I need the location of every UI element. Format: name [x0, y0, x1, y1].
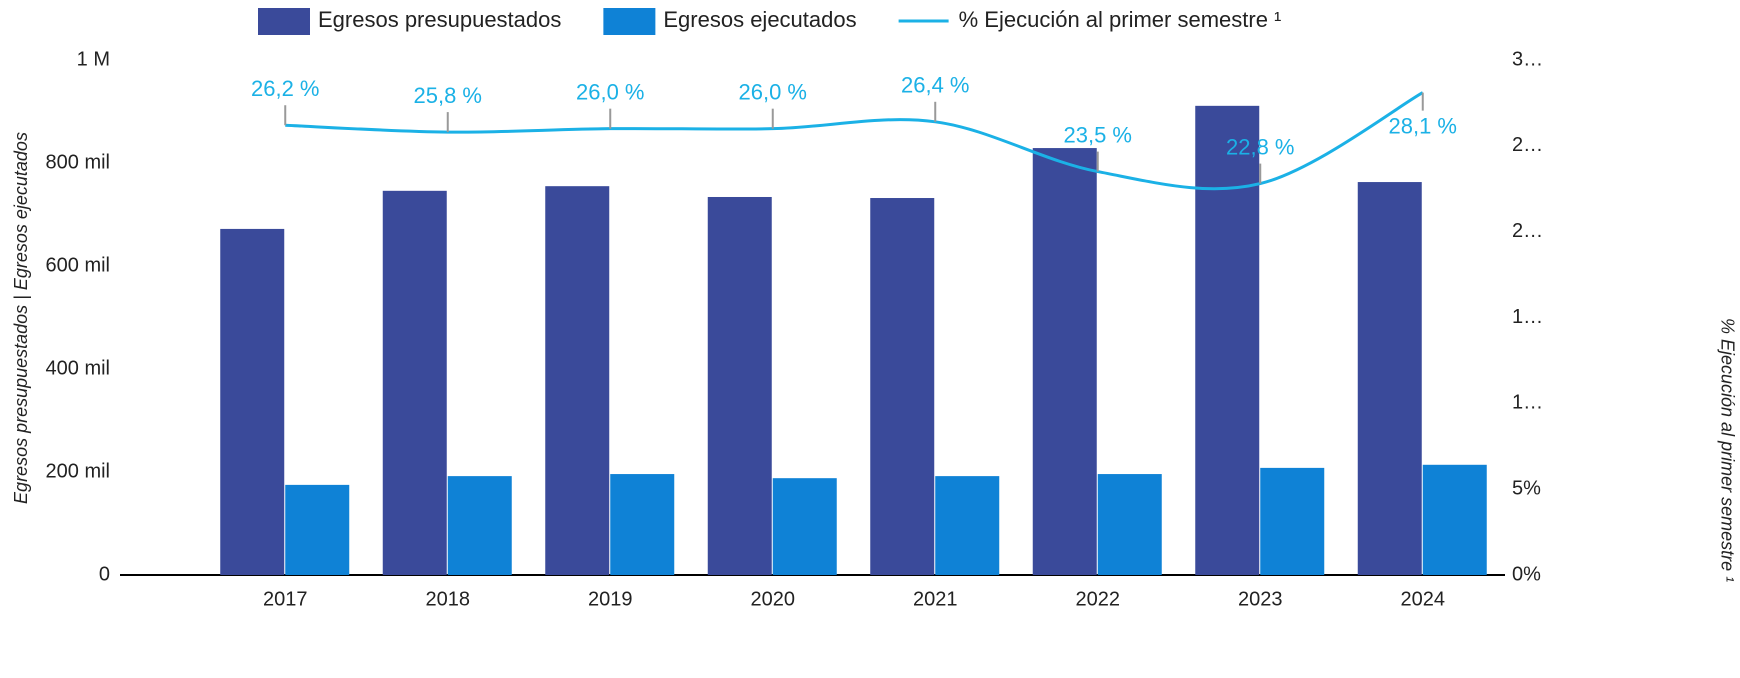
legend-label: % Ejecución al primer semestre ¹	[959, 7, 1282, 32]
legend-swatch	[603, 8, 656, 35]
y-tick-label: 1 M	[77, 48, 110, 70]
y-tick-label: 400 mil	[46, 357, 110, 379]
legend-label: Egresos presupuestados	[318, 7, 561, 32]
y2-tick-label: 2…	[1512, 220, 1543, 242]
bar	[220, 228, 285, 576]
x-tick-label: 2021	[913, 588, 958, 610]
bar	[1260, 467, 1325, 575]
data-label: 26,0 %	[739, 79, 808, 104]
bar	[1195, 105, 1260, 576]
data-label: 23,5 %	[1064, 122, 1133, 147]
bar	[1422, 464, 1487, 575]
bar	[1032, 148, 1097, 575]
bar	[1097, 474, 1162, 575]
data-label: 22,8 %	[1226, 134, 1295, 159]
y2-tick-label: 5%	[1512, 477, 1541, 499]
bar	[610, 474, 675, 575]
bar	[285, 484, 350, 575]
y-tick-label: 200 mil	[46, 460, 110, 482]
y2-tick-label: 3…	[1512, 48, 1543, 70]
x-tick-label: 2022	[1076, 588, 1121, 610]
y2-tick-label: 1…	[1512, 306, 1543, 328]
x-tick-label: 2024	[1401, 588, 1446, 610]
bar	[772, 478, 837, 575]
y2-tick-label: 0%	[1512, 563, 1541, 585]
line	[285, 91, 1424, 191]
x-tick-label: 2017	[263, 588, 308, 610]
legend-label: Egresos ejecutados	[663, 7, 856, 32]
bar	[935, 476, 1000, 575]
data-label: 26,4 %	[901, 73, 970, 98]
data-label: 28,1 %	[1389, 113, 1458, 138]
data-label: 26,2 %	[251, 76, 320, 101]
x-tick-label: 2020	[751, 588, 796, 610]
bar	[870, 198, 935, 575]
y2-tick-label: 1…	[1512, 392, 1543, 414]
y-tick-label: 800 mil	[46, 151, 110, 173]
bar	[382, 190, 447, 575]
bar	[1357, 182, 1422, 575]
bar	[545, 186, 610, 576]
x-tick-label: 2019	[588, 588, 633, 610]
bar	[707, 196, 772, 576]
y2-tick-label: 2…	[1512, 134, 1543, 156]
data-label: 25,8 %	[414, 83, 483, 108]
y2-axis-title: % Ejecución al primer semestre ¹	[1717, 318, 1737, 582]
legend-swatch	[258, 8, 310, 35]
data-label: 26,0 %	[576, 79, 645, 104]
x-tick-label: 2023	[1238, 588, 1283, 610]
y-tick-label: 600 mil	[46, 254, 110, 276]
bar	[447, 476, 512, 575]
x-tick-label: 2018	[426, 588, 471, 610]
y-tick-label: 0	[99, 563, 110, 585]
y-axis-title: Egresos presupuestados | Egresos ejecuta…	[11, 132, 31, 504]
